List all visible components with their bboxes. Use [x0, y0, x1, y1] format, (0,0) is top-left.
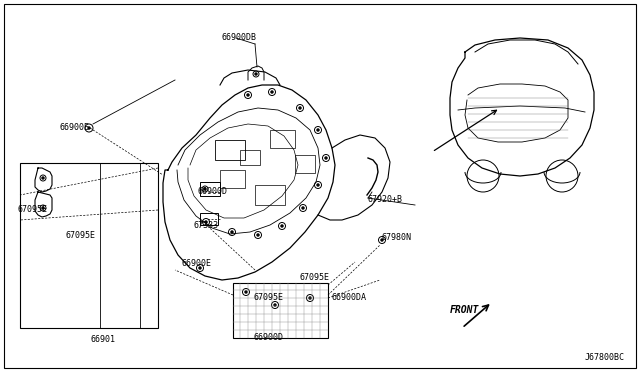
Circle shape	[317, 129, 319, 131]
Text: 66900D: 66900D	[197, 187, 227, 196]
Circle shape	[257, 234, 259, 236]
Circle shape	[231, 231, 233, 233]
Bar	[240, 150, 260, 165]
Circle shape	[271, 91, 273, 93]
Circle shape	[199, 267, 201, 269]
Text: FRONT: FRONT	[450, 305, 479, 315]
Bar	[20, 163, 158, 328]
Circle shape	[205, 221, 207, 223]
Text: 66900DB: 66900DB	[222, 33, 257, 42]
Circle shape	[245, 291, 247, 293]
Circle shape	[247, 94, 249, 96]
Text: J67800BC: J67800BC	[585, 353, 625, 362]
Bar	[233, 283, 328, 338]
Bar	[200, 213, 218, 225]
Circle shape	[381, 239, 383, 241]
Text: 67920+B: 67920+B	[368, 196, 403, 205]
Text: 66900E: 66900E	[181, 259, 211, 267]
Circle shape	[255, 73, 257, 75]
Text: 67095E: 67095E	[65, 231, 95, 240]
Text: 66900DA: 66900DA	[332, 294, 367, 302]
Bar	[295, 155, 315, 173]
Text: 66900E: 66900E	[60, 124, 90, 132]
Circle shape	[42, 207, 44, 209]
Text: 67333: 67333	[193, 221, 218, 230]
Text: 67095E: 67095E	[253, 294, 283, 302]
Text: 67095E: 67095E	[18, 205, 48, 215]
Text: 67095E: 67095E	[300, 273, 330, 282]
Bar	[200, 182, 220, 196]
Circle shape	[299, 107, 301, 109]
Circle shape	[281, 225, 283, 227]
Bar	[255, 185, 285, 205]
Circle shape	[42, 177, 44, 179]
Circle shape	[88, 127, 90, 129]
Bar	[215, 140, 245, 160]
Circle shape	[204, 188, 206, 190]
Circle shape	[274, 304, 276, 306]
Circle shape	[324, 157, 327, 159]
Bar	[220, 170, 245, 188]
Text: 67980N: 67980N	[382, 234, 412, 243]
Circle shape	[309, 297, 311, 299]
Circle shape	[317, 184, 319, 186]
Text: 66900D: 66900D	[253, 334, 283, 343]
Circle shape	[302, 207, 304, 209]
Text: 66901: 66901	[90, 336, 115, 344]
Bar	[270, 130, 295, 148]
